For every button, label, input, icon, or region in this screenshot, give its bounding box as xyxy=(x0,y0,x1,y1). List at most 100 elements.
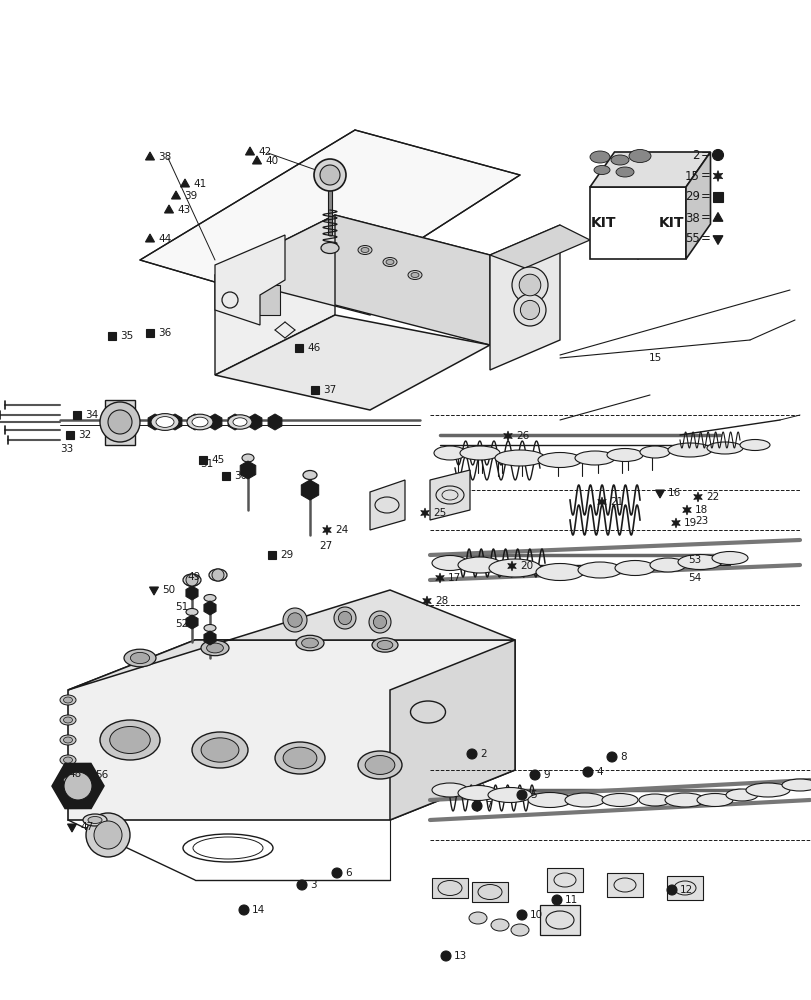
Polygon shape xyxy=(215,215,489,315)
Ellipse shape xyxy=(182,574,201,586)
Polygon shape xyxy=(215,235,285,325)
Text: 20: 20 xyxy=(519,561,533,571)
Circle shape xyxy=(283,608,307,632)
Text: 55: 55 xyxy=(684,232,699,245)
Polygon shape xyxy=(68,590,514,690)
Ellipse shape xyxy=(109,726,150,754)
Text: 9: 9 xyxy=(543,770,549,780)
Ellipse shape xyxy=(88,816,102,823)
Ellipse shape xyxy=(275,742,324,774)
Polygon shape xyxy=(712,213,722,221)
Text: 51: 51 xyxy=(175,602,188,612)
Polygon shape xyxy=(507,561,516,571)
Ellipse shape xyxy=(431,556,467,570)
Ellipse shape xyxy=(495,450,544,466)
Text: KIT: KIT xyxy=(590,216,616,230)
Polygon shape xyxy=(420,508,429,518)
Polygon shape xyxy=(322,525,331,535)
Ellipse shape xyxy=(457,557,501,573)
Ellipse shape xyxy=(208,569,227,581)
Ellipse shape xyxy=(594,166,609,175)
Ellipse shape xyxy=(60,755,76,765)
Polygon shape xyxy=(335,215,489,345)
Text: 5: 5 xyxy=(530,790,536,800)
Ellipse shape xyxy=(610,155,629,165)
Text: 29: 29 xyxy=(684,190,699,204)
Circle shape xyxy=(517,790,526,800)
Polygon shape xyxy=(489,225,560,370)
Polygon shape xyxy=(145,234,154,242)
Text: 14: 14 xyxy=(251,905,265,915)
Ellipse shape xyxy=(63,737,72,743)
Polygon shape xyxy=(389,640,514,820)
Text: 15: 15 xyxy=(648,353,662,363)
Ellipse shape xyxy=(206,643,223,653)
Polygon shape xyxy=(165,205,174,213)
Ellipse shape xyxy=(358,751,401,779)
Text: 12: 12 xyxy=(679,885,693,895)
Circle shape xyxy=(64,772,92,800)
Polygon shape xyxy=(654,490,663,498)
Circle shape xyxy=(666,885,676,895)
Ellipse shape xyxy=(487,787,531,802)
Polygon shape xyxy=(666,876,702,900)
Ellipse shape xyxy=(303,471,316,480)
Ellipse shape xyxy=(614,560,654,576)
Ellipse shape xyxy=(739,440,769,450)
Text: 30: 30 xyxy=(234,471,247,481)
Text: =: = xyxy=(700,149,710,162)
Text: 45: 45 xyxy=(211,455,224,465)
Circle shape xyxy=(440,951,450,961)
Bar xyxy=(199,456,207,464)
Text: 41: 41 xyxy=(193,179,206,189)
Text: 29: 29 xyxy=(280,550,293,560)
Ellipse shape xyxy=(590,151,609,163)
Text: 28: 28 xyxy=(435,596,448,606)
Circle shape xyxy=(711,149,723,161)
Bar xyxy=(145,329,154,337)
Text: 7: 7 xyxy=(484,801,491,811)
Text: 13: 13 xyxy=(453,951,466,961)
Ellipse shape xyxy=(407,270,422,279)
Bar xyxy=(311,386,319,394)
Ellipse shape xyxy=(191,417,208,427)
Ellipse shape xyxy=(204,594,216,601)
Polygon shape xyxy=(245,147,254,155)
Ellipse shape xyxy=(711,552,747,564)
Text: 10: 10 xyxy=(530,910,543,920)
Circle shape xyxy=(530,770,539,780)
Ellipse shape xyxy=(431,783,467,797)
Ellipse shape xyxy=(383,257,397,266)
Ellipse shape xyxy=(696,793,732,806)
Ellipse shape xyxy=(63,697,72,703)
Ellipse shape xyxy=(63,777,72,783)
Text: 11: 11 xyxy=(564,895,577,905)
Circle shape xyxy=(332,868,341,878)
Ellipse shape xyxy=(574,451,614,465)
Ellipse shape xyxy=(296,635,324,651)
Ellipse shape xyxy=(100,720,160,760)
Ellipse shape xyxy=(60,715,76,725)
Ellipse shape xyxy=(361,247,368,252)
Ellipse shape xyxy=(745,783,789,797)
Ellipse shape xyxy=(151,414,178,430)
Polygon shape xyxy=(67,824,76,832)
Polygon shape xyxy=(693,492,702,502)
Polygon shape xyxy=(590,152,710,187)
Polygon shape xyxy=(682,505,690,515)
Polygon shape xyxy=(471,882,508,902)
Circle shape xyxy=(520,300,539,320)
Text: 52: 52 xyxy=(175,619,188,629)
Ellipse shape xyxy=(233,418,247,426)
Ellipse shape xyxy=(228,415,251,429)
Text: 18: 18 xyxy=(694,505,707,515)
Polygon shape xyxy=(139,130,519,310)
Text: 38: 38 xyxy=(684,212,699,225)
Polygon shape xyxy=(431,878,467,898)
Polygon shape xyxy=(712,236,722,244)
Ellipse shape xyxy=(320,242,338,253)
Polygon shape xyxy=(607,873,642,897)
Polygon shape xyxy=(252,156,261,164)
Ellipse shape xyxy=(664,793,704,807)
Text: 46: 46 xyxy=(307,343,320,353)
